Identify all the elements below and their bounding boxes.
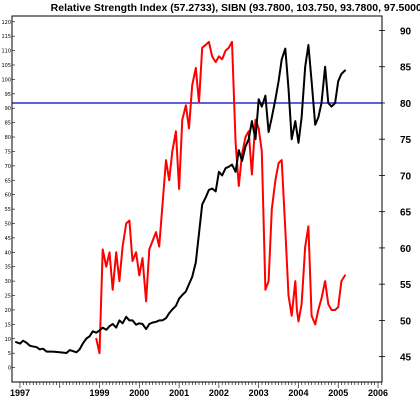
- plot-frame: [11, 15, 383, 383]
- left-axis-tick-label: 0: [8, 366, 11, 372]
- left-axis-tick-label: 120: [1, 20, 11, 26]
- left-axis-tick-label: 40: [5, 250, 11, 256]
- x-axis-tick-label: 2002: [209, 388, 229, 398]
- right-axis-tick-label: 45: [400, 353, 412, 364]
- left-axis-tick-label: 50: [5, 221, 11, 227]
- x-axis-tick-label: 2003: [249, 388, 269, 398]
- left-axis-tick-label: 15: [5, 322, 11, 328]
- left-axis-tick-label: 65: [5, 178, 11, 184]
- series-line-red: [95, 40, 346, 355]
- left-axis-tick-label: 105: [1, 63, 11, 69]
- right-axis-tick-label: 70: [400, 171, 412, 182]
- x-axis-tick-label: 1999: [90, 388, 110, 398]
- plot-area: 0 5 10 15 20 25 30 35 40 45 50 55 60 65 70 75 80 85 90 95 10…: [1, 15, 412, 398]
- left-axis-tick-label: 110: [1, 49, 11, 55]
- left-axis-tick-label: 10: [5, 337, 11, 343]
- x-axis-tick-label: 2000: [129, 388, 149, 398]
- right-axis-tick-label: 75: [400, 135, 412, 146]
- right-axis-tick-label: 50: [400, 316, 412, 327]
- right-axis-tick-label: 60: [400, 244, 412, 255]
- x-axis-tick-label: 2005: [328, 388, 348, 398]
- left-axis-tick-label: 75: [5, 149, 11, 155]
- right-axis-tick-label: 65: [400, 208, 412, 219]
- left-axis-tick-label: 35: [5, 265, 11, 271]
- left-axis-tick-label: 20: [5, 308, 11, 314]
- left-axis-tick-label: 5: [8, 351, 11, 357]
- left-axis-tick-label: 95: [5, 92, 11, 98]
- right-axis-tick-label: 55: [400, 280, 412, 291]
- x-axis-tick-label: 2004: [288, 388, 308, 398]
- left-axis-tick-label: 85: [5, 121, 11, 127]
- left-axis-tick-label: 60: [5, 193, 11, 199]
- x-axis-tick-label: 2006: [368, 388, 388, 398]
- chart-title: Relative Strength Index (57.2733), SIBN …: [51, 2, 420, 14]
- left-axis-tick-label: 25: [5, 294, 11, 300]
- left-axis-tick-label: 30: [5, 279, 11, 285]
- left-axis-tick-label: 70: [5, 164, 11, 170]
- x-axis-tick-label: 2001: [169, 388, 189, 398]
- left-axis-tick-label: 80: [5, 135, 11, 141]
- left-axis-tick-label: 45: [5, 236, 11, 242]
- left-axis-tick-label: 100: [1, 77, 11, 83]
- right-axis-tick-label: 85: [400, 63, 412, 74]
- left-axis-tick-label: 90: [5, 106, 11, 112]
- right-axis-tick-label: 90: [400, 26, 412, 37]
- x-axis-tick-label: 1997: [10, 388, 30, 398]
- right-axis-tick-label: 80: [400, 99, 412, 110]
- left-axis-tick-label: 55: [5, 207, 11, 213]
- left-axis-tick-label: 115: [1, 34, 11, 40]
- series-line-black: [15, 44, 346, 354]
